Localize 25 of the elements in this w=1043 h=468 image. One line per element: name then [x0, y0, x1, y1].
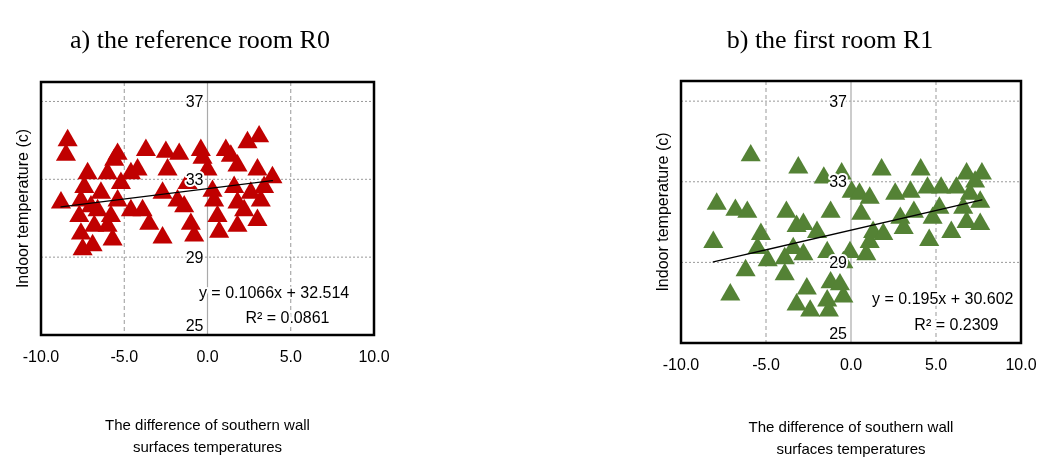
y-tick-label: 29 [185, 248, 204, 266]
y-tick-label: 25 [829, 324, 848, 342]
y-axis-title: Indoor temperature (c) [653, 132, 671, 292]
x-tick-label: -5.0 [110, 348, 139, 365]
x-tick-label: 0.0 [839, 356, 863, 373]
annotation: R² = 0.0861 [245, 308, 330, 326]
annotation: y = 0.195x + 30.602 [872, 290, 1014, 308]
y-tick-label: 37 [829, 92, 848, 110]
x-axis-title: The difference of southern wall surfaces temperatures [748, 418, 954, 457]
x-tick-label: 10.0 [1005, 356, 1037, 373]
x-tick-label: -5.0 [752, 356, 780, 373]
x-tick-label: -10.0 [22, 348, 60, 365]
chart-title: b) the first room R1 [726, 25, 934, 54]
x-tick-label: 5.0 [279, 348, 302, 365]
annotation: R² = 0.2309 [914, 316, 999, 334]
x-tick-label: 5.0 [924, 356, 948, 373]
x-tick-label: 10.0 [358, 348, 390, 365]
x-tick-label: -10.0 [662, 356, 700, 373]
y-tick-label: 37 [185, 93, 204, 111]
y-tick-label: 25 [185, 316, 204, 334]
y-axis-title: Indoor temperature (c) [13, 128, 31, 289]
x-tick-label: 0.0 [196, 348, 219, 365]
chart-title: a) the reference room R0 [70, 25, 330, 54]
annotation: y = 0.1066x + 32.514 [198, 283, 350, 301]
x-axis-title: The difference of southern wall surfaces temperatures [105, 416, 310, 455]
